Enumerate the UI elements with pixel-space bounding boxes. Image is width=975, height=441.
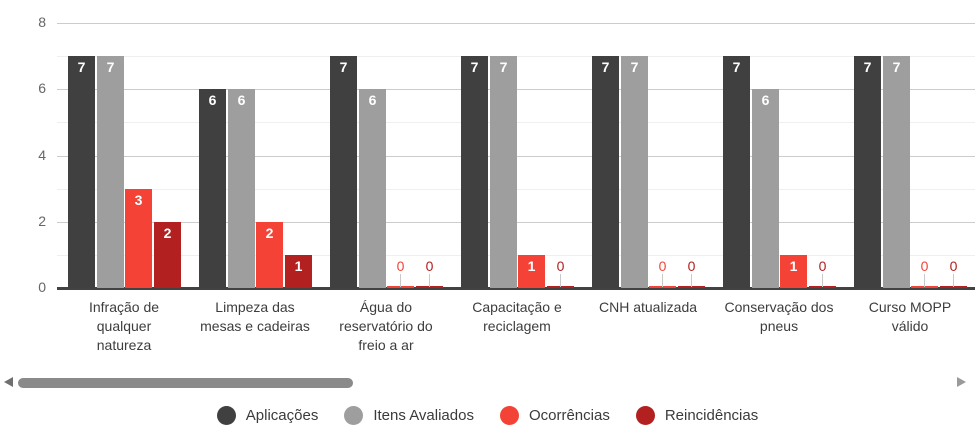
- bar-value-label: 7: [106, 59, 115, 75]
- y-axis-tick-label: 0: [38, 279, 46, 295]
- bar-aplicacoes[interactable]: [592, 56, 619, 288]
- bar-reincidencias[interactable]: [154, 222, 181, 288]
- bar-aplicacoes[interactable]: [199, 89, 226, 288]
- zero-value-label: 0: [658, 258, 667, 274]
- legend-label: Reincidências: [664, 407, 759, 424]
- zero-tick-stem: [662, 274, 663, 287]
- y-axis-tick-label: 4: [38, 147, 46, 163]
- y-axis-tick-label: 8: [38, 14, 46, 30]
- legend: Aplicações Itens Avaliados Ocorrências Rein…: [0, 406, 975, 425]
- legend-color-dot-icon: [635, 406, 655, 425]
- bar-value-label: 7: [339, 59, 348, 75]
- bar-value-label: 7: [77, 59, 86, 75]
- bar-itens-avaliados[interactable]: [883, 56, 910, 288]
- bar-itens-avaliados[interactable]: [359, 89, 386, 288]
- zero-bar-sliver[interactable]: [678, 286, 705, 288]
- x-axis-category-label: Infração de qualquer natureza: [88, 299, 160, 353]
- y-axis-tick-label: 6: [38, 80, 46, 96]
- x-axis-category-label: CNH atualizada: [598, 299, 698, 315]
- zero-bar-sliver[interactable]: [809, 286, 836, 288]
- bar-value-label: 2: [265, 225, 274, 241]
- scroll-right-icon[interactable]: [957, 377, 966, 387]
- bar-value-label: 7: [470, 59, 479, 75]
- bar-aplicacoes[interactable]: [854, 56, 881, 288]
- legend-item-itens-avaliados: Itens Avaliados: [344, 406, 474, 425]
- bar-ocorrencias[interactable]: [780, 255, 807, 288]
- y-axis-tick-label: 2: [38, 213, 46, 229]
- bar-value-label: 7: [892, 59, 901, 75]
- zero-value-label: 0: [687, 258, 696, 274]
- zero-tick-stem: [691, 274, 692, 287]
- bar-value-label: 3: [134, 192, 143, 208]
- legend-color-dot-icon: [344, 406, 364, 425]
- x-axis-category-label: Limpeza das mesas e cadeiras: [200, 299, 310, 334]
- zero-bar-sliver[interactable]: [940, 286, 967, 288]
- bar-value-label: 6: [208, 92, 217, 108]
- legend-label: Ocorrências: [528, 407, 610, 424]
- bar-itens-avaliados[interactable]: [490, 56, 517, 288]
- bar-aplicacoes[interactable]: [68, 56, 95, 288]
- scroll-left-icon[interactable]: [4, 377, 13, 387]
- x-axis-category-label: Conservação dos pneus: [724, 299, 834, 334]
- legend-label: Itens Avaliados: [373, 407, 474, 424]
- bar-ocorrencias[interactable]: [125, 189, 152, 288]
- bar-value-label: 1: [527, 258, 536, 274]
- bar-value-label: 7: [863, 59, 872, 75]
- bar-aplicacoes[interactable]: [330, 56, 357, 288]
- bar-value-label: 1: [294, 258, 303, 274]
- bar-ocorrencias[interactable]: [518, 255, 545, 288]
- legend-item-reincidencias: Reincidências: [635, 406, 759, 425]
- zero-bar-sliver[interactable]: [416, 286, 443, 288]
- zero-bar-sliver[interactable]: [911, 286, 938, 288]
- bar-ocorrencias[interactable]: [256, 222, 283, 288]
- legend-item-aplicacoes: Aplicações: [216, 406, 319, 425]
- zero-tick-stem: [560, 274, 561, 287]
- zero-tick-stem: [400, 274, 401, 287]
- bar-value-label: 2: [163, 225, 172, 241]
- zero-value-label: 0: [556, 258, 565, 274]
- zero-tick-stem: [429, 274, 430, 287]
- zero-bar-sliver[interactable]: [547, 286, 574, 288]
- bar-value-label: 6: [237, 92, 246, 108]
- zero-tick-stem: [822, 274, 823, 287]
- major-gridline: [57, 23, 975, 24]
- zero-value-label: 0: [425, 258, 434, 274]
- legend-color-dot-icon: [216, 406, 236, 425]
- x-axis-baseline: [57, 287, 975, 290]
- bar-reincidencias[interactable]: [285, 255, 312, 288]
- zero-value-label: 0: [920, 258, 929, 274]
- bar-aplicacoes[interactable]: [723, 56, 750, 288]
- legend-color-dot-icon: [499, 406, 519, 425]
- zero-bar-sliver[interactable]: [387, 286, 414, 288]
- zero-tick-stem: [953, 274, 954, 287]
- x-axis-category-label: Curso MOPP válido: [868, 299, 952, 334]
- scrollbar-thumb[interactable]: [18, 378, 353, 388]
- bar-itens-avaliados[interactable]: [752, 89, 779, 288]
- bar-value-label: 7: [601, 59, 610, 75]
- legend-label: Aplicações: [245, 407, 319, 424]
- zero-value-label: 0: [949, 258, 958, 274]
- bar-value-label: 1: [789, 258, 798, 274]
- zero-value-label: 0: [818, 258, 827, 274]
- x-axis-category-label: Água do reservatório do freio a ar: [339, 299, 433, 353]
- bar-itens-avaliados[interactable]: [97, 56, 124, 288]
- x-axis-category-label: Capacitação e reciclagem: [472, 299, 562, 334]
- zero-tick-stem: [924, 274, 925, 287]
- bar-value-label: 7: [630, 59, 639, 75]
- bar-value-label: 6: [368, 92, 377, 108]
- bar-value-label: 7: [499, 59, 508, 75]
- bar-value-label: 6: [761, 92, 770, 108]
- bar-aplicacoes[interactable]: [461, 56, 488, 288]
- zero-value-label: 0: [396, 258, 405, 274]
- bar-value-label: 7: [732, 59, 741, 75]
- bar-itens-avaliados[interactable]: [228, 89, 255, 288]
- legend-item-ocorrencias: Ocorrências: [499, 406, 610, 425]
- zero-bar-sliver[interactable]: [649, 286, 676, 288]
- bar-itens-avaliados[interactable]: [621, 56, 648, 288]
